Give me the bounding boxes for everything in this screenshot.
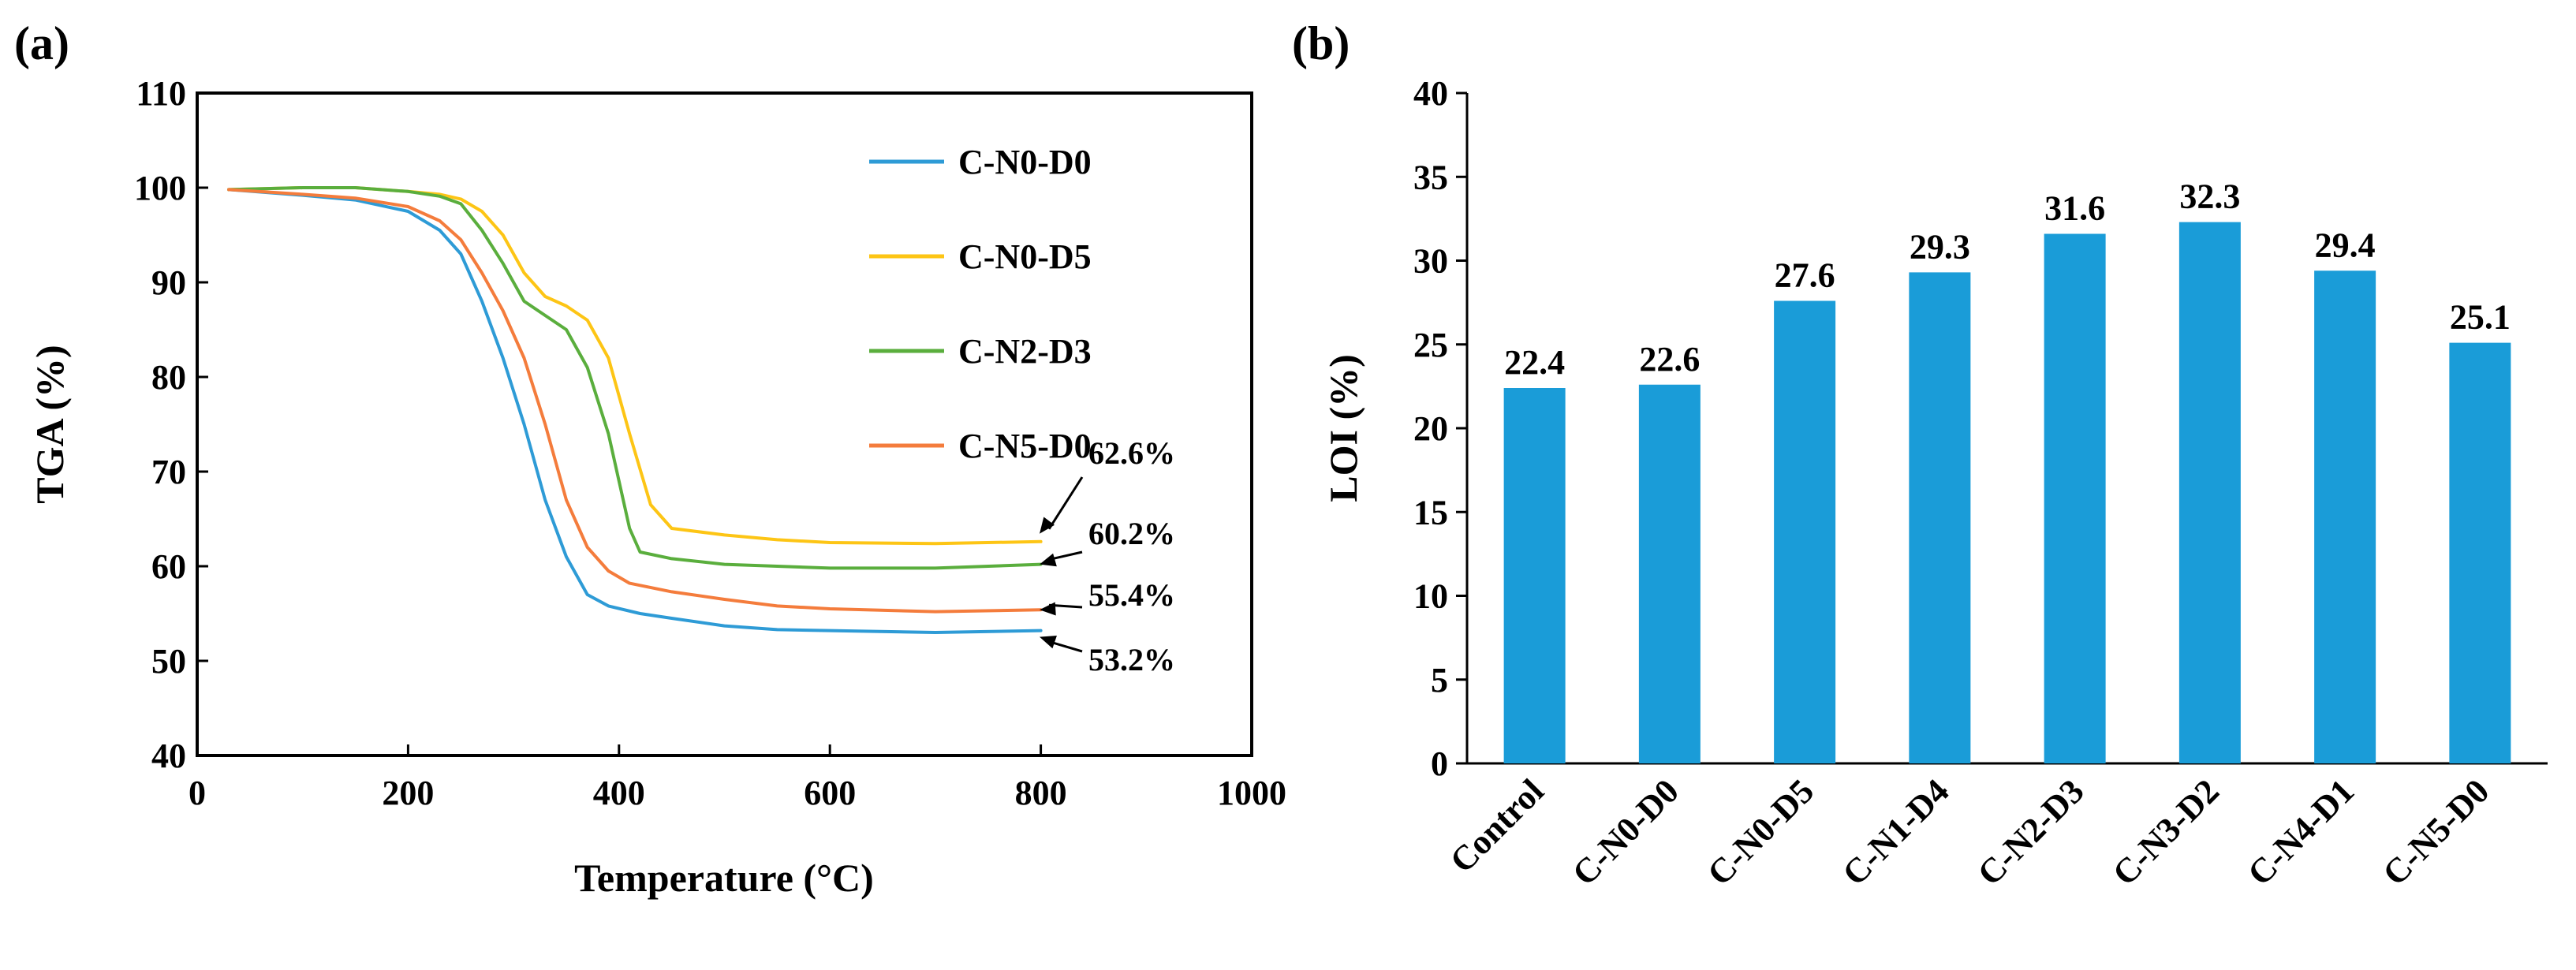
category-label: C-N0-D0 xyxy=(1565,771,1686,893)
panel-b-bars xyxy=(1503,222,2511,763)
annotation-arrow xyxy=(1047,476,1084,530)
annotation-label: 60.2% xyxy=(1088,516,1175,551)
x-tick-label: 600 xyxy=(804,774,856,812)
panel-b-y-axis-title: LOI (%) xyxy=(1321,354,1365,502)
category-label: C-N2-D3 xyxy=(1970,771,2092,893)
category-label: C-N3-D2 xyxy=(2105,771,2227,893)
annotation-arrowhead xyxy=(1040,636,1057,649)
panel-b-value-labels: 22.4 22.6 27.6 29.3 31.6 32.3 29.4 25.1 xyxy=(1504,177,2511,382)
series-line-c-n5-d0 xyxy=(227,188,1043,614)
panel-a-y-axis-title: TGA (%) xyxy=(28,345,72,503)
bar-value-label: 32.3 xyxy=(2179,177,2240,216)
x-tick-label: 800 xyxy=(1015,774,1067,812)
bar-value-label: 29.4 xyxy=(2315,226,2376,264)
y-tick-label: 0 xyxy=(1431,744,1448,783)
y-tick-label: 15 xyxy=(1413,493,1448,532)
x-tick-label: 0 xyxy=(189,774,206,812)
panel-b-y-ticks: 0 5 10 15 20 25 30 35 40 xyxy=(1413,74,1467,783)
y-tick-label: 35 xyxy=(1413,158,1448,196)
panel-b-category-labels: Control C-N0-D0 C-N0-D5 C-N1-D4 C-N2-D3 C-N3-… xyxy=(1443,771,2497,893)
panel-b-loi-chart: (b) 0 5 10 15 20 25 30 35 40 22.4 22.6 27.6 29.3 31.… xyxy=(1292,17,2548,893)
y-tick-label: 50 xyxy=(151,642,186,681)
annotation-label: 62.6% xyxy=(1088,435,1175,471)
bar-value-label: 31.6 xyxy=(2044,189,2105,228)
y-tick-label: 5 xyxy=(1431,661,1448,700)
panel-b-label: (b) xyxy=(1292,17,1350,69)
panel-a-y-ticks: 40 50 60 70 80 90 100 110 xyxy=(134,74,208,775)
legend-label: C-N0-D0 xyxy=(958,143,1092,181)
y-tick-label: 20 xyxy=(1413,409,1448,448)
panel-a-x-ticks: 0 200 400 600 800 1000 xyxy=(189,744,1286,812)
panel-a-tga-chart: (a) 40 50 60 70 80 90 100 110 0 200 400 600 800 1000… xyxy=(14,17,1286,900)
y-tick-label: 60 xyxy=(151,547,186,586)
bar-value-label: 25.1 xyxy=(2450,298,2511,337)
bar-c-n0-d5 xyxy=(1774,300,1836,763)
y-tick-label: 25 xyxy=(1413,326,1448,364)
y-tick-label: 90 xyxy=(151,263,186,302)
annotation-arrowhead xyxy=(1040,517,1055,534)
bar-value-label: 22.6 xyxy=(1639,340,1700,379)
panel-a-plot-frame xyxy=(196,91,1253,757)
series-line-c-n2-d3 xyxy=(227,186,1043,570)
panel-a-series-lines xyxy=(227,186,1043,634)
category-label: C-N1-D4 xyxy=(1835,771,1957,893)
bar-value-label: 29.3 xyxy=(1910,227,1970,266)
annotation-label: 53.2% xyxy=(1088,642,1175,677)
legend-label: C-N5-D0 xyxy=(958,427,1092,465)
bar-c-n2-d3 xyxy=(2044,233,2106,763)
y-tick-label: 70 xyxy=(151,453,186,491)
x-tick-label: 200 xyxy=(382,774,434,812)
bar-c-n0-d0 xyxy=(1638,384,1701,763)
category-label: C-N4-D1 xyxy=(2240,771,2361,893)
series-line-c-n0-d5 xyxy=(227,186,1043,546)
y-tick-label: 110 xyxy=(136,74,186,113)
bar-c-n5-d0 xyxy=(2449,342,2511,763)
y-tick-label: 40 xyxy=(1413,74,1448,113)
x-tick-label: 400 xyxy=(593,774,645,812)
bar-control xyxy=(1503,388,1566,763)
category-label: C-N5-D0 xyxy=(2376,771,2497,893)
annotation-arrowhead xyxy=(1040,553,1057,567)
category-label: C-N0-D5 xyxy=(1700,771,1821,893)
panel-a-legend: C-N0-D0 C-N0-D5 C-N2-D3 C-N5-D0 xyxy=(869,143,1092,465)
bar-c-n4-d1 xyxy=(2314,270,2376,763)
annotation-label: 55.4% xyxy=(1088,577,1175,613)
bar-c-n1-d4 xyxy=(1909,272,1971,763)
y-tick-label: 40 xyxy=(151,737,186,775)
panel-a-annotations: 62.6% 60.2% 55.4% 53.2% xyxy=(1040,435,1175,677)
legend-label: C-N0-D5 xyxy=(958,237,1092,276)
x-tick-label: 1000 xyxy=(1217,774,1286,812)
y-tick-label: 10 xyxy=(1413,577,1448,616)
bar-value-label: 27.6 xyxy=(1775,256,1835,295)
panel-a-x-axis-title: Temperature (°C) xyxy=(574,856,874,900)
bar-value-label: 22.4 xyxy=(1504,343,1565,382)
y-tick-label: 30 xyxy=(1413,242,1448,281)
y-tick-label: 80 xyxy=(151,358,186,397)
panel-a-label: (a) xyxy=(14,17,69,69)
bar-c-n3-d2 xyxy=(2178,222,2241,763)
y-tick-label: 100 xyxy=(134,169,186,207)
annotation-arrow xyxy=(1048,550,1083,561)
series-line-c-n0-d0 xyxy=(227,188,1043,634)
annotation-arrow xyxy=(1048,640,1083,653)
annotation-arrowhead xyxy=(1040,602,1056,616)
legend-label: C-N2-D3 xyxy=(958,332,1092,371)
category-label: Control xyxy=(1443,771,1551,880)
